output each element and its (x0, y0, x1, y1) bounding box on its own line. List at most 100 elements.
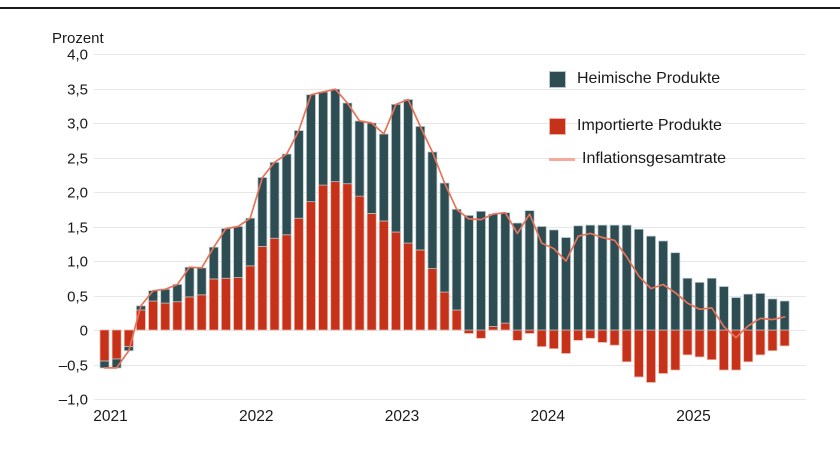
bar-segment-heimische (488, 213, 499, 327)
x-tick-label: 2025 (676, 408, 710, 425)
bar-segment-importierte (208, 278, 219, 331)
bar-segment-heimische (451, 208, 462, 311)
bar-segment-heimische (573, 225, 584, 331)
bar-segment-heimische (160, 288, 171, 304)
bar-segment-importierte (439, 291, 450, 331)
bar-segment-importierte (536, 329, 547, 347)
bar-segment-heimische (524, 210, 535, 331)
bar-segment-heimische (463, 215, 474, 331)
bar-segment-heimische (585, 224, 596, 331)
bar-segment-importierte (196, 294, 207, 331)
bar-segment-importierte (512, 329, 523, 341)
y-tick-label: 1,0 (67, 254, 88, 271)
bar-segment-heimische (476, 210, 486, 331)
y-tick-label: –0,5 (59, 358, 88, 375)
bar-segment-heimische (233, 226, 243, 278)
bar-segment-heimische (354, 120, 365, 197)
bar-segment-heimische (403, 99, 414, 244)
bar-segment-importierte (293, 217, 304, 331)
bar-segment-importierte (160, 302, 171, 331)
bar-segment-importierte (148, 300, 158, 331)
bar-segment-heimische (670, 252, 681, 331)
bar-segment-heimische (767, 298, 778, 331)
inflation-total-line (103, 88, 786, 369)
bar-segment-heimische (318, 91, 328, 186)
legend-label-heimische: Heimische Produkte (577, 70, 721, 87)
bar-segment-importierte (694, 329, 705, 358)
top-divider (0, 7, 840, 9)
bar-segment-importierte (257, 246, 268, 331)
bar-segment-heimische (621, 224, 632, 331)
bar-segment-importierte (476, 329, 486, 339)
bar-segment-importierte (524, 329, 535, 334)
bar-segment-importierte (755, 329, 766, 356)
bar-segment-heimische (755, 293, 766, 331)
bar-segment-importierte (378, 220, 389, 331)
y-tick-label: 0 (80, 323, 88, 340)
bar-segment-importierte (330, 181, 341, 331)
bar-segment-heimische (293, 130, 304, 219)
bar-segment-heimische (391, 103, 401, 233)
bar-segment-heimische (500, 212, 511, 324)
bar-segment-importierte (646, 329, 656, 383)
bar-segment-importierte (342, 183, 353, 331)
bar-segment-importierte (609, 329, 620, 346)
bar-segment-heimische (512, 222, 523, 331)
x-tick-label: 2021 (93, 408, 127, 425)
bar-segment-heimische (378, 133, 389, 222)
bar-segment-heimische (330, 88, 341, 183)
y-tick-label: 3,0 (67, 116, 88, 133)
bar-segment-heimische (706, 277, 717, 331)
y-tick-label: 3,5 (67, 82, 88, 99)
bar-segment-importierte (184, 296, 195, 331)
y-tick-label: 1,5 (67, 220, 88, 237)
bar-segment-importierte (743, 329, 754, 363)
bar-segment-importierte (99, 329, 110, 362)
bar-segment-heimische (779, 300, 790, 331)
bar-segment-heimische (281, 153, 292, 236)
bar-segment-importierte (767, 329, 778, 352)
bar-segment-importierte (463, 329, 474, 334)
y-tick-label: 4,0 (67, 47, 88, 64)
y-tick-label: 0,5 (67, 289, 88, 306)
bar-segment-importierte (731, 329, 741, 371)
y-tick-label: –1,0 (59, 392, 88, 409)
bar-segment-importierte (172, 301, 183, 331)
bar-segment-heimische (427, 151, 438, 269)
legend-label-importierte: Importierte Produkte (577, 117, 722, 134)
bar-segment-heimische (342, 102, 353, 185)
bar-segment-heimische (221, 228, 231, 279)
bar-segment-importierte (245, 265, 256, 331)
x-tick-label: 2022 (239, 408, 273, 425)
bar-segment-importierte (548, 329, 559, 350)
bar-segment-heimische (99, 360, 110, 369)
y-tick-label: 2,0 (67, 185, 88, 202)
bar-segment-heimische (682, 277, 693, 331)
bar-segment-importierte (415, 249, 426, 331)
bar-segment-importierte (306, 201, 316, 331)
bar-segment-heimische (609, 224, 620, 331)
bar-segment-importierte (670, 329, 681, 371)
bar-segment-heimische (366, 122, 377, 214)
bar-segment-heimische (269, 161, 280, 239)
legend-swatch-importierte-icon (549, 117, 566, 135)
bar-segment-importierte (427, 268, 438, 331)
bar-segment-importierte (451, 309, 462, 331)
bar-segment-heimische (439, 182, 450, 293)
bar-segment-importierte (682, 329, 693, 356)
bar-segment-importierte (597, 329, 608, 343)
bar-segment-importierte (561, 329, 571, 354)
bar-segment-heimische (694, 282, 705, 331)
bar-segment-importierte (281, 234, 292, 331)
y-axis-title: Prozent (52, 30, 105, 47)
bar-segment-importierte (634, 329, 644, 378)
bar-segment-heimische (731, 297, 741, 331)
bar-segment-heimische (561, 237, 571, 331)
legend-item-importierte-produkte: Importierte Produkte (549, 117, 722, 135)
bar-segment-heimische (719, 286, 729, 331)
bar-segment-importierte (318, 184, 328, 331)
x-tick-label: 2023 (385, 408, 419, 425)
bar-segment-heimische (646, 235, 656, 331)
legend-item-inflationsgesamtrate: Inflationsgesamtrate (549, 150, 726, 168)
